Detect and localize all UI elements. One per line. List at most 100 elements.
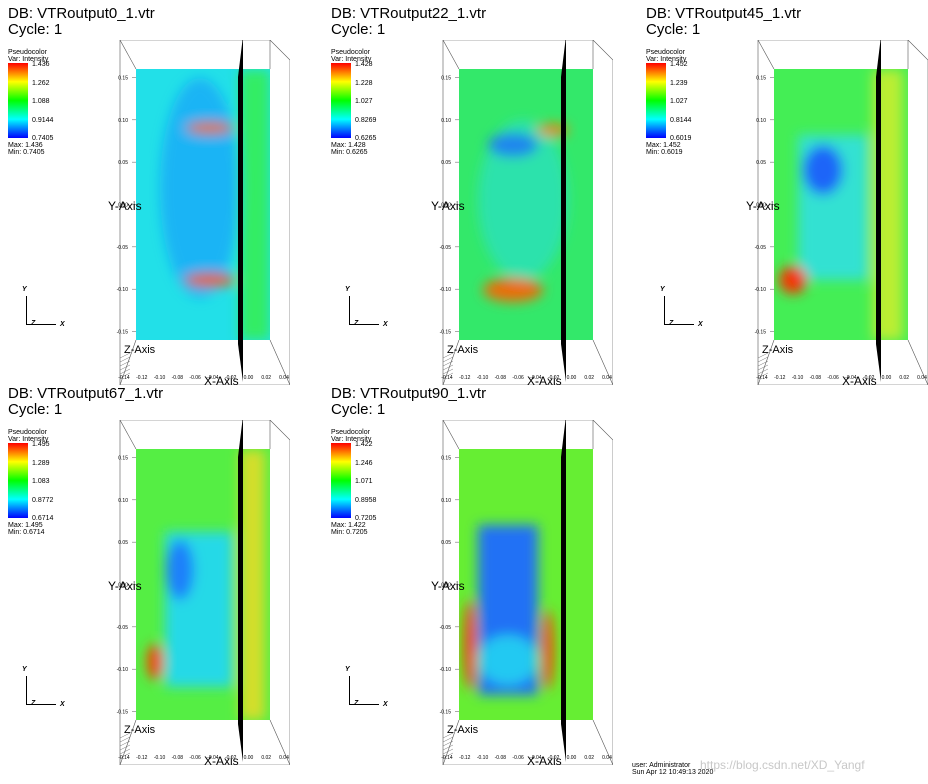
y-tick-label: 0.00 [118, 203, 128, 209]
z-tick-mark [442, 732, 454, 739]
color-legend: Pseudocolor Var: Intensity 1.436 1.262 1.0… [8, 49, 78, 156]
x-tick-label: 0.00 [244, 755, 254, 761]
z-tick-mark [442, 748, 454, 755]
z-tick-mark [442, 752, 454, 759]
y-tick-label: -0.15 [117, 710, 129, 716]
field-blobs [464, 525, 554, 695]
x-tick-label: -0.10 [477, 375, 489, 381]
x-axis-label: X-Axis [204, 374, 239, 385]
x-tick-label: -0.12 [136, 755, 148, 761]
z-tick-mark [757, 372, 769, 379]
z-axis-label: Z-Axis [124, 724, 156, 736]
legend-max: Max: 1.428 [331, 142, 366, 149]
legend-tick: 0.8958 [355, 496, 377, 504]
db-title: DB: VTRoutput0_1.vtr [8, 5, 155, 22]
legend-max: Max: 1.495 [8, 522, 43, 529]
legend-tick: 0.8144 [670, 116, 692, 124]
axis-triad: Y Z X [22, 666, 72, 716]
legend-tick: 1.436 [32, 61, 50, 68]
legend-var-name: Var: Intensity [8, 56, 49, 63]
x-tick-label: -0.04 [207, 755, 219, 761]
legend-min: Min: 0.7405 [8, 149, 45, 156]
legend-plot-name: Pseudocolor [8, 49, 47, 56]
plot-area: 0.15 0.10 0.05 0.00 -0.05 -0.10 -0.15 -0.14 -0.1… [431, 420, 613, 765]
box-edge [592, 339, 613, 385]
x-tick-label: 0.02 [261, 375, 271, 381]
x-tick-label: -0.08 [495, 755, 507, 761]
box-edge [442, 420, 460, 450]
axis-triad: Y Z X [660, 286, 710, 336]
triad-z-label: Z [354, 320, 359, 327]
box-edge [119, 420, 137, 450]
x-tick-label: -0.14 [118, 375, 130, 381]
plot-area: 0.15 0.10 0.05 0.00 -0.05 -0.10 -0.15 -0.14 -0.1… [746, 40, 928, 385]
y-tick-label: -0.10 [440, 667, 452, 673]
color-legend: Pseudocolor Var: Intensity 1.422 1.246 1.0… [331, 429, 401, 536]
y-tick-label: -0.10 [117, 667, 129, 673]
x-tick-label: -0.10 [154, 755, 166, 761]
z-tick-mark [442, 352, 454, 359]
db-title: DB: VTRoutput45_1.vtr [646, 5, 802, 22]
x-tick-label: 0.04 [917, 375, 927, 381]
x-axis-label: X-Axis [527, 754, 562, 765]
z-tick-mark [119, 360, 131, 367]
x-tick-label: -0.14 [441, 755, 453, 761]
legend-var-name: Var: Intensity [331, 56, 372, 63]
legend-colorbar [8, 63, 28, 138]
x-tick-label: -0.04 [530, 755, 542, 761]
legend-tick: 1.228 [355, 79, 373, 87]
color-legend: Pseudocolor Var: Intensity 1.452 1.239 1.0… [646, 49, 716, 156]
triad-x-label: X [60, 321, 65, 328]
x-tick-label: -0.08 [810, 375, 822, 381]
x-tick-label: -0.04 [207, 375, 219, 381]
z-tick-mark [119, 736, 131, 743]
legend-plot-name: Pseudocolor [8, 429, 47, 436]
y-tick-label: 0.10 [118, 118, 128, 124]
box-edge [119, 339, 137, 385]
triad-y-line [349, 676, 350, 704]
field-region [184, 273, 236, 287]
x-tick-label: -0.02 [225, 375, 237, 381]
y-tick-label: 0.10 [441, 118, 451, 124]
x-axis-label: X-Axis [527, 374, 562, 385]
cycle-label: Cycle: 1 [331, 21, 386, 38]
legend-max: Max: 1.422 [331, 522, 366, 529]
legend-plot-name: Pseudocolor [646, 49, 685, 56]
cycle-label: Cycle: 1 [646, 21, 701, 38]
x-tick-label: -0.14 [441, 375, 453, 381]
y-tick-label: -0.15 [440, 710, 452, 716]
box-edge [592, 719, 613, 765]
field-layer [136, 69, 270, 340]
triad-y-label: Y [660, 286, 665, 293]
field-region [803, 145, 843, 195]
field-region [240, 70, 270, 340]
box-edge [442, 719, 460, 765]
y-tick-label: -0.10 [755, 287, 767, 293]
plot-area: 0.15 0.10 0.05 0.00 -0.05 -0.10 -0.15 -0.14 -0.1… [431, 40, 613, 385]
y-tick-label: -0.05 [117, 245, 129, 251]
x-tick-label: -0.06 [512, 755, 524, 761]
triad-z-label: Z [669, 320, 674, 327]
z-tick-mark [119, 356, 131, 363]
y-tick-label: 0.05 [118, 540, 128, 546]
divider-plane [876, 40, 881, 382]
legend-tick: 0.7205 [355, 515, 377, 522]
x-tick-label: -0.14 [756, 375, 768, 381]
y-tick-label: 0.00 [756, 203, 766, 209]
x-tick-label: -0.02 [863, 375, 875, 381]
field-layer [136, 449, 270, 720]
y-tick-label: 0.05 [756, 160, 766, 166]
legend-tick: 0.7405 [32, 135, 54, 142]
triad-y-label: Y [345, 666, 350, 673]
field-region [160, 78, 240, 298]
triad-z-label: Z [354, 700, 359, 707]
legend-colorbar [331, 443, 351, 518]
x-tick-label: -0.12 [774, 375, 786, 381]
legend-max: Max: 1.452 [646, 142, 681, 149]
y-tick-label: 0.00 [441, 583, 451, 589]
x-axis-label: X-Axis [842, 374, 877, 385]
z-tick-mark [757, 368, 769, 375]
x-tick-label: 0.02 [584, 375, 594, 381]
triad-x-line [664, 324, 694, 325]
y-tick-label: 0.15 [756, 75, 766, 81]
